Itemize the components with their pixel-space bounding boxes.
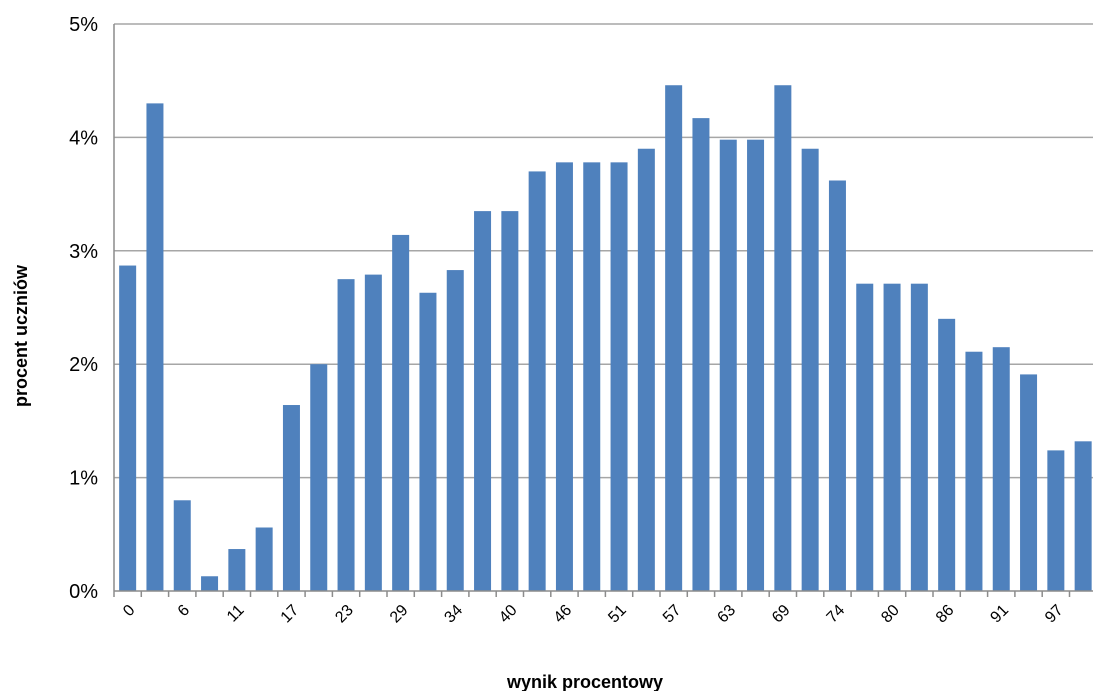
bar — [173, 500, 191, 591]
bar — [637, 148, 655, 592]
y-tick-labels: 0% 1% 2% 3% 4% 5% — [69, 14, 98, 603]
bar — [1020, 374, 1038, 591]
bar — [282, 405, 300, 591]
bar — [801, 148, 819, 592]
bar — [883, 283, 901, 591]
bar — [119, 265, 137, 591]
y-tick-label: 2% — [69, 354, 98, 376]
x-tick-label: 69 — [769, 602, 794, 627]
bar — [828, 180, 846, 591]
bar — [228, 549, 246, 591]
bar — [910, 283, 928, 591]
x-tick-label: 23 — [332, 602, 357, 627]
bars — [119, 85, 1092, 592]
x-tick-label: 46 — [551, 602, 576, 627]
bar — [337, 279, 355, 591]
bar — [1047, 450, 1065, 591]
x-tick-labels: 0 6 11 17 23 29 34 40 46 51 57 63 69 74 80 86 91 97 — [120, 602, 1067, 627]
bar — [146, 103, 164, 591]
bar — [856, 283, 874, 591]
x-tick-label: 17 — [278, 602, 303, 627]
x-tick-label: 97 — [1042, 602, 1067, 627]
x-tick-label: 74 — [824, 602, 849, 627]
bar — [201, 576, 219, 591]
x-axis-title: wynik procentowy — [506, 672, 663, 691]
x-tick-label: 63 — [714, 602, 739, 627]
bar — [965, 351, 983, 591]
y-tick-label: 1% — [69, 468, 98, 490]
bar — [501, 211, 519, 592]
bar — [528, 171, 546, 592]
bar — [446, 270, 464, 591]
bar — [255, 527, 273, 591]
bar — [774, 85, 792, 592]
gridlines — [114, 23, 1093, 479]
x-tick-label: 86 — [933, 602, 958, 627]
bar — [392, 234, 410, 591]
y-tick-label: 4% — [69, 127, 98, 149]
bar — [364, 274, 382, 591]
bar — [474, 211, 492, 592]
axes — [113, 24, 1093, 597]
x-tick-label: 51 — [605, 602, 630, 627]
x-tick-label: 80 — [878, 602, 903, 627]
x-tick-label: 0 — [120, 602, 138, 620]
bar — [665, 85, 683, 592]
x-tick-label: 11 — [224, 602, 248, 626]
x-tick-label: 57 — [660, 602, 685, 627]
bar — [555, 162, 573, 591]
x-tick-label: 29 — [387, 602, 412, 627]
y-tick-label: 0% — [69, 581, 98, 603]
bar — [1074, 441, 1092, 591]
y-tick-label: 3% — [69, 241, 98, 263]
bar — [610, 162, 628, 591]
y-axis-title: procent uczniów — [11, 264, 31, 407]
x-tick-label: 91 — [987, 602, 1012, 627]
bar — [419, 292, 437, 591]
bar — [310, 364, 328, 591]
bar — [747, 139, 765, 591]
bar — [719, 139, 737, 591]
bar — [583, 162, 601, 591]
y-tick-label: 5% — [69, 14, 98, 36]
x-tick-label: 40 — [496, 602, 521, 627]
bar — [992, 347, 1010, 591]
bar — [938, 318, 956, 591]
x-tick-label: 6 — [175, 602, 193, 620]
bar — [692, 118, 710, 591]
x-tick-label: 34 — [441, 602, 466, 627]
